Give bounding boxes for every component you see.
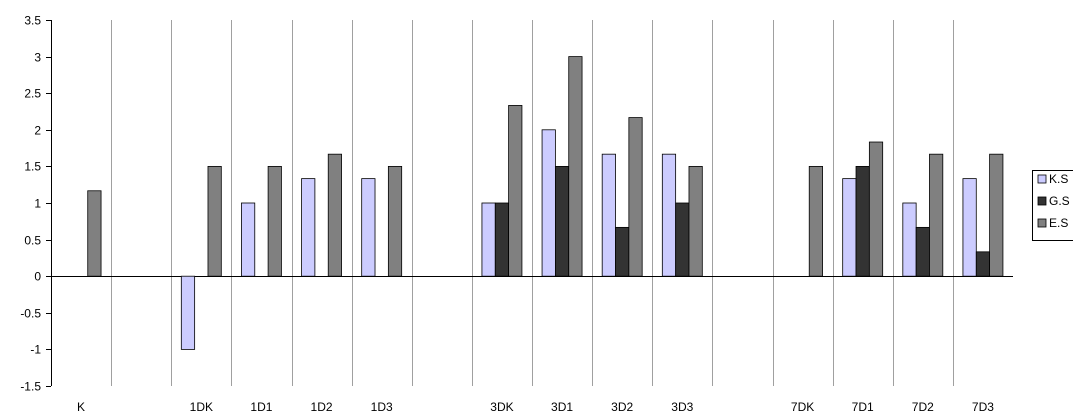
x-category-label: 3D1 [551,400,573,414]
bar-es-1dk [207,165,222,277]
legend-swatch-es [1037,218,1047,228]
bar-ks-7d2 [902,202,917,277]
legend-swatch-gs [1037,196,1047,206]
y-tick-label: 1.5 [24,160,41,174]
bar-es-1d1 [267,165,282,277]
bar-ks-1d3 [361,178,376,277]
x-category-label: 1DK [190,400,213,414]
legend-swatch-ks [1037,174,1047,184]
legend-label-gs: G.S [1049,194,1070,208]
bar-ks-3d2 [601,153,616,277]
x-category-label: 7D2 [912,400,934,414]
bar-es-k [87,190,102,277]
y-tick-label: 3 [34,51,41,65]
y-tick-label: 0.5 [24,234,41,248]
x-category-label: 7D1 [852,400,874,414]
bar-es-3d2 [628,117,643,277]
bar-es-3d3 [688,165,703,277]
bar-es-1d2 [327,153,342,277]
legend: K.S G.S E.S [1032,170,1073,241]
bar-es-7dk [808,165,823,277]
y-tick-label: -1.5 [20,380,41,394]
bar-es-7d1 [868,141,884,277]
x-axis-category-labels: K 1DK 1D1 1D2 1D3 3DK 3D1 3D2 3D3 7DK 7D1 7D2 7D3 [77,400,994,414]
bars [87,56,1004,350]
bar-gs-3dk [494,202,510,277]
x-category-label: 1D2 [311,400,333,414]
bar-ks-7d1 [842,178,857,277]
bar-gs-7d1 [855,165,870,277]
bar-ks-1d2 [301,178,316,277]
legend-label-ks: K.S [1049,172,1068,186]
bar-ks-7d3 [962,178,977,277]
bar-gs-7d2 [915,226,930,277]
y-tick-label: 2 [34,124,41,138]
bar-es-7d2 [929,153,944,277]
bar-ks-1d1 [241,202,256,277]
bar-gs-3d1 [554,165,570,277]
x-category-label: 7D3 [972,400,994,414]
bar-ks-3dk [481,202,496,277]
y-tick-label: 3.5 [24,14,41,28]
bar-gs-3d3 [675,202,690,277]
x-category-label: 1D1 [250,400,272,414]
bar-ks-3d3 [661,153,677,277]
bar-gs-3d2 [615,226,630,277]
y-axis-tick-labels: 3.5 3 2.5 2 1.5 1 0.5 0 -0.5 -1 -1.5 [20,14,41,394]
y-tick-label: 0 [34,270,41,284]
bar-ks-1dk [180,275,196,350]
y-tick-label: 1 [34,197,41,211]
bar-es-3dk [508,105,523,277]
bar-es-3d1 [568,56,583,277]
bar-gs-7d3 [975,251,991,277]
bar-ks-3d1 [541,129,556,277]
y-tick-label: 2.5 [24,87,41,101]
category-separators [111,20,954,386]
x-category-label: 3DK [490,400,513,414]
x-category-label: 3D2 [611,400,633,414]
x-category-label: 1D3 [371,400,393,414]
y-tick-label: -0.5 [20,307,41,321]
x-category-label: K [77,400,85,414]
x-category-label: 7DK [791,400,814,414]
legend-label-es: E.S [1049,216,1068,230]
bar-es-7d3 [989,153,1004,277]
x-category-label: 3D3 [671,400,693,414]
bar-es-1d3 [387,165,403,277]
y-tick-label: -1 [30,343,41,357]
